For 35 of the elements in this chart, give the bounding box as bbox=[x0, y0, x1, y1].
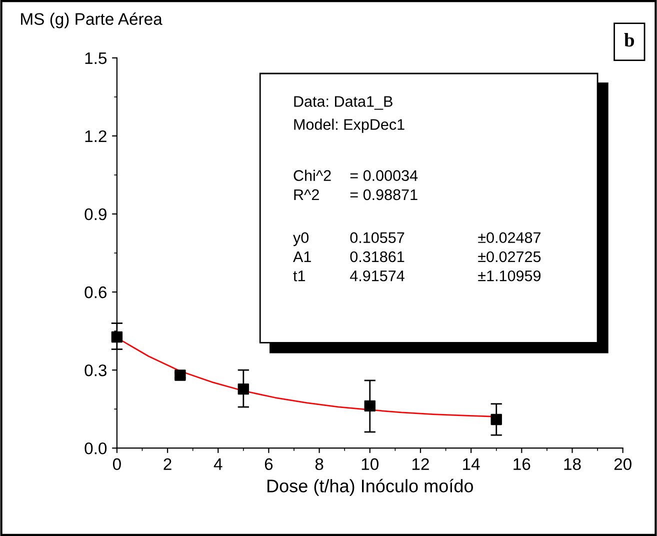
y-tick-label: 1.2 bbox=[85, 130, 106, 142]
annotation: R^2 bbox=[294, 189, 319, 200]
text: b bbox=[624, 32, 634, 47]
x-tick-label: 18 bbox=[564, 458, 581, 470]
annotation: 0.31861 bbox=[350, 251, 404, 262]
x-tick-label: 16 bbox=[514, 458, 530, 470]
annotation: 0.10557 bbox=[350, 232, 404, 244]
annotation: ±0.02725 bbox=[478, 251, 541, 262]
x-tick-label: 12 bbox=[412, 458, 429, 470]
y-tick-label: 0.0 bbox=[84, 442, 107, 454]
annotation: ±1.10959 bbox=[478, 270, 541, 282]
x-tick-label: 6 bbox=[264, 458, 273, 470]
y-tick-label: 1.5 bbox=[85, 52, 107, 64]
x-tick-label: 20 bbox=[614, 458, 632, 470]
y-axis-title: MS (g) Parte Aérea bbox=[21, 12, 162, 28]
annotation: A1 bbox=[293, 252, 311, 262]
annotation: = 0.98871 bbox=[350, 189, 418, 200]
annotation: Chi^2 bbox=[294, 170, 331, 182]
x-tick-label: 4 bbox=[214, 458, 222, 470]
x-tick-label: 14 bbox=[463, 458, 480, 470]
x-tick-label: 10 bbox=[362, 458, 379, 470]
x-tick-label: 8 bbox=[315, 458, 324, 470]
annotation: t1 bbox=[293, 270, 305, 282]
annotation: = 0.00034 bbox=[350, 170, 418, 182]
y-tick-label: 0.9 bbox=[84, 208, 106, 220]
y-tick-label: 0.6 bbox=[84, 286, 106, 298]
y-tick-label: 0.3 bbox=[84, 364, 106, 376]
x-tick-label: 0 bbox=[112, 458, 121, 470]
annotation: Model: ExpDec1 bbox=[294, 118, 404, 133]
annotation: Data: Data1_B bbox=[294, 96, 392, 110]
annotation: y0 bbox=[293, 232, 309, 246]
x-axis-title: Dose (t/ha) Inóculo moído bbox=[268, 478, 474, 496]
annotation: 4.91574 bbox=[350, 270, 404, 282]
annotation: ±0.02487 bbox=[478, 232, 540, 244]
x-tick-label: 2 bbox=[164, 458, 172, 470]
